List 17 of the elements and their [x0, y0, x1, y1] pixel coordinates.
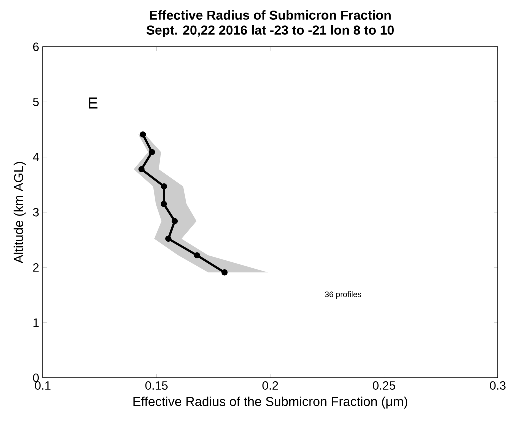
y-axis-title: Altitude (km AGL)	[14, 162, 26, 264]
y-tick-label: 2	[33, 263, 39, 272]
x-tick-label: 0.3	[490, 382, 506, 390]
y-tick-label: 3	[33, 208, 39, 217]
y-tick-label: 0	[33, 374, 40, 382]
x-tick-label: 0.2	[262, 382, 278, 390]
x-axis-title: Effective Radius of the Submicron Fraction (μm)	[134, 396, 408, 409]
chart-title: Effective Radius of Submicron Fraction	[150, 10, 391, 20]
y-tick-label: 4	[33, 153, 40, 162]
y-tick-label: 1	[34, 318, 39, 327]
x-tick-label: 0.1	[35, 382, 51, 390]
annotation: E	[89, 98, 98, 109]
x-tick-label: 0.25	[373, 382, 396, 390]
y-tick-label: 6	[33, 42, 39, 52]
x-tick-label: 0.15	[146, 382, 168, 390]
y-tick-label: 5	[33, 98, 39, 106]
chart-subtitle: Sept. 20,22 2016 lat -23 to -21 lon 8 to 10	[146, 25, 394, 38]
